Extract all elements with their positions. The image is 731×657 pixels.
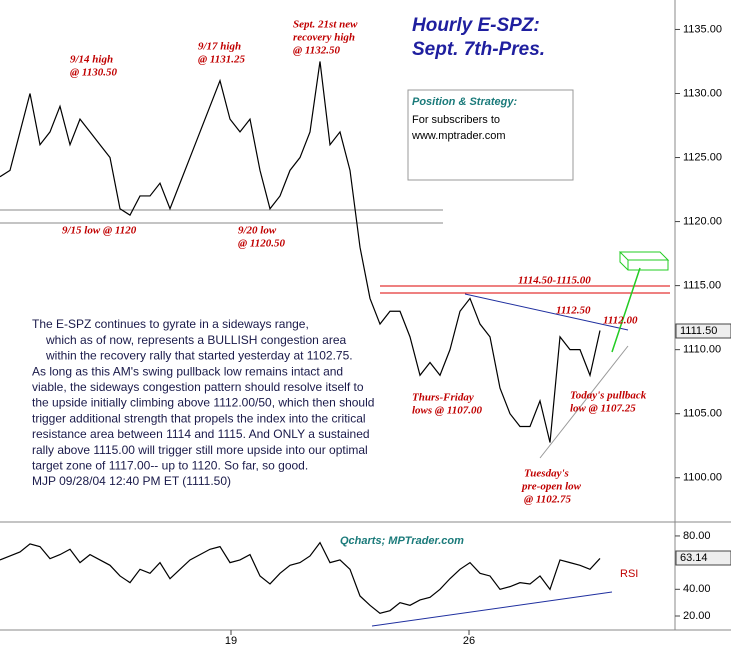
annotation: 9/20 low: [238, 225, 277, 237]
y-tick-label: 1100.00: [683, 472, 722, 484]
annotation: Sept. 21st new: [293, 19, 358, 31]
title: Hourly E-SPZ:: [412, 15, 540, 36]
annotation: @ 1102.75: [524, 494, 572, 506]
y-tick-label: 1130.00: [683, 87, 722, 99]
annotation: lows @ 1107.00: [412, 405, 482, 417]
annotation: @ 1132.50: [293, 45, 341, 57]
x-tick-label: 26: [463, 635, 475, 647]
annotation: low @ 1107.25: [570, 403, 636, 415]
last-price-box: [675, 323, 731, 339]
commentary-line: resistance area between 1114 and 1115. A…: [32, 427, 370, 441]
rsi-label: RSI: [620, 568, 638, 580]
annotation: Thurs-Friday: [412, 392, 474, 404]
commentary-line: the upside initially climbing above 1112…: [32, 396, 374, 410]
commentary-line: target zone of 1117.00-- up to 1120. So …: [32, 458, 308, 472]
annotation: recovery high: [293, 32, 355, 44]
target-box: [618, 251, 670, 271]
commentary-line: rally above 1115.00 will trigger still m…: [32, 443, 368, 457]
annotation: 1112.50: [556, 305, 591, 317]
position-box: [407, 89, 574, 181]
box-text: For subscribers to: [412, 114, 500, 126]
trendline: [464, 293, 629, 331]
last-price: 1111.50: [680, 325, 717, 337]
annotation: @ 1131.25: [198, 54, 246, 66]
commentary-line: within the recovery rally that started y…: [45, 349, 353, 363]
annotation: 1114.50-1115.00: [518, 275, 591, 287]
commentary-line: MJP 09/28/04 12:40 PM ET (1111.50): [32, 474, 231, 488]
trendline: [539, 345, 629, 459]
y-tick-label: 20.00: [683, 610, 711, 622]
y-tick-label: 1120.00: [683, 215, 722, 227]
y-tick-label: 1135.00: [683, 23, 722, 35]
annotation: 9/15 low @ 1120: [62, 225, 137, 237]
y-tick-label: 1125.00: [683, 151, 722, 163]
commentary-line: viable, the sideways congestion pattern …: [32, 380, 364, 394]
annotation: pre-open low: [521, 481, 582, 493]
commentary-line: which as of now, represents a BULLISH co…: [45, 333, 346, 347]
y-tick-label: 80.00: [683, 530, 711, 542]
rsi-source: Qcharts; MPTrader.com: [340, 535, 464, 547]
target-arrow: [611, 267, 641, 353]
rsi-trendline: [371, 591, 613, 627]
series-line: [0, 61, 601, 443]
box-text: www.mptrader.com: [411, 130, 506, 142]
annotation: Today's pullback: [570, 390, 647, 402]
annotation: Tuesday's: [524, 468, 569, 480]
series-line: [0, 541, 601, 614]
annotation: @ 1120.50: [238, 238, 286, 250]
annotation: 1112.00: [603, 315, 638, 327]
y-tick-label: 1110.00: [683, 344, 721, 356]
x-tick-label: 19: [225, 635, 237, 647]
commentary-line: The E-SPZ continues to gyrate in a sidew…: [32, 317, 309, 331]
annotation: @ 1130.50: [70, 67, 118, 79]
y-tick-label: 1115.00: [683, 280, 721, 292]
commentary-line: trigger additional strength that propels…: [32, 411, 366, 425]
annotation: 9/17 high: [198, 41, 241, 53]
box-heading: Position & Strategy:: [412, 96, 517, 108]
y-tick-label: 1105.00: [683, 408, 722, 420]
y-tick-label: 40.00: [683, 583, 711, 595]
title: Sept. 7th-Pres.: [412, 39, 545, 60]
last-rsi: 63.14: [680, 552, 708, 564]
annotation: 9/14 high: [70, 54, 113, 66]
commentary-line: As long as this AM's swing pullback low …: [32, 364, 343, 378]
last-rsi-box: [675, 550, 731, 566]
